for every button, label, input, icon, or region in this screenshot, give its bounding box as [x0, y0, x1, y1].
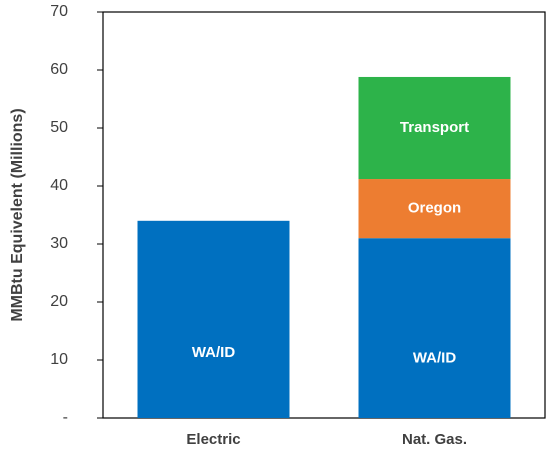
x-tick-label: Nat. Gas. [402, 431, 467, 448]
y-tick-label: 50 [50, 119, 68, 136]
y-tick-label: 20 [50, 293, 68, 310]
y-axis-label: MMBtu Equivelent (Millions) [9, 108, 26, 321]
x-tick-label: Electric [186, 431, 240, 448]
y-tick-label: - [63, 409, 68, 426]
y-tick-label: 40 [50, 177, 68, 194]
segment-label: Transport [400, 119, 469, 136]
y-tick-label: 10 [50, 351, 68, 368]
plot-frame [102, 11, 546, 419]
bar-segment [137, 220, 290, 418]
bar-segment [358, 179, 511, 239]
bar-segment [358, 238, 511, 418]
y-tick-label: 70 [50, 3, 68, 20]
y-tick-label: 30 [50, 235, 68, 252]
y-tick-label: 60 [50, 61, 68, 78]
segment-label: WA/ID [192, 344, 235, 361]
segment-label: Oregon [408, 200, 461, 217]
segment-label: WA/ID [413, 350, 456, 367]
bar-segment [358, 76, 511, 180]
